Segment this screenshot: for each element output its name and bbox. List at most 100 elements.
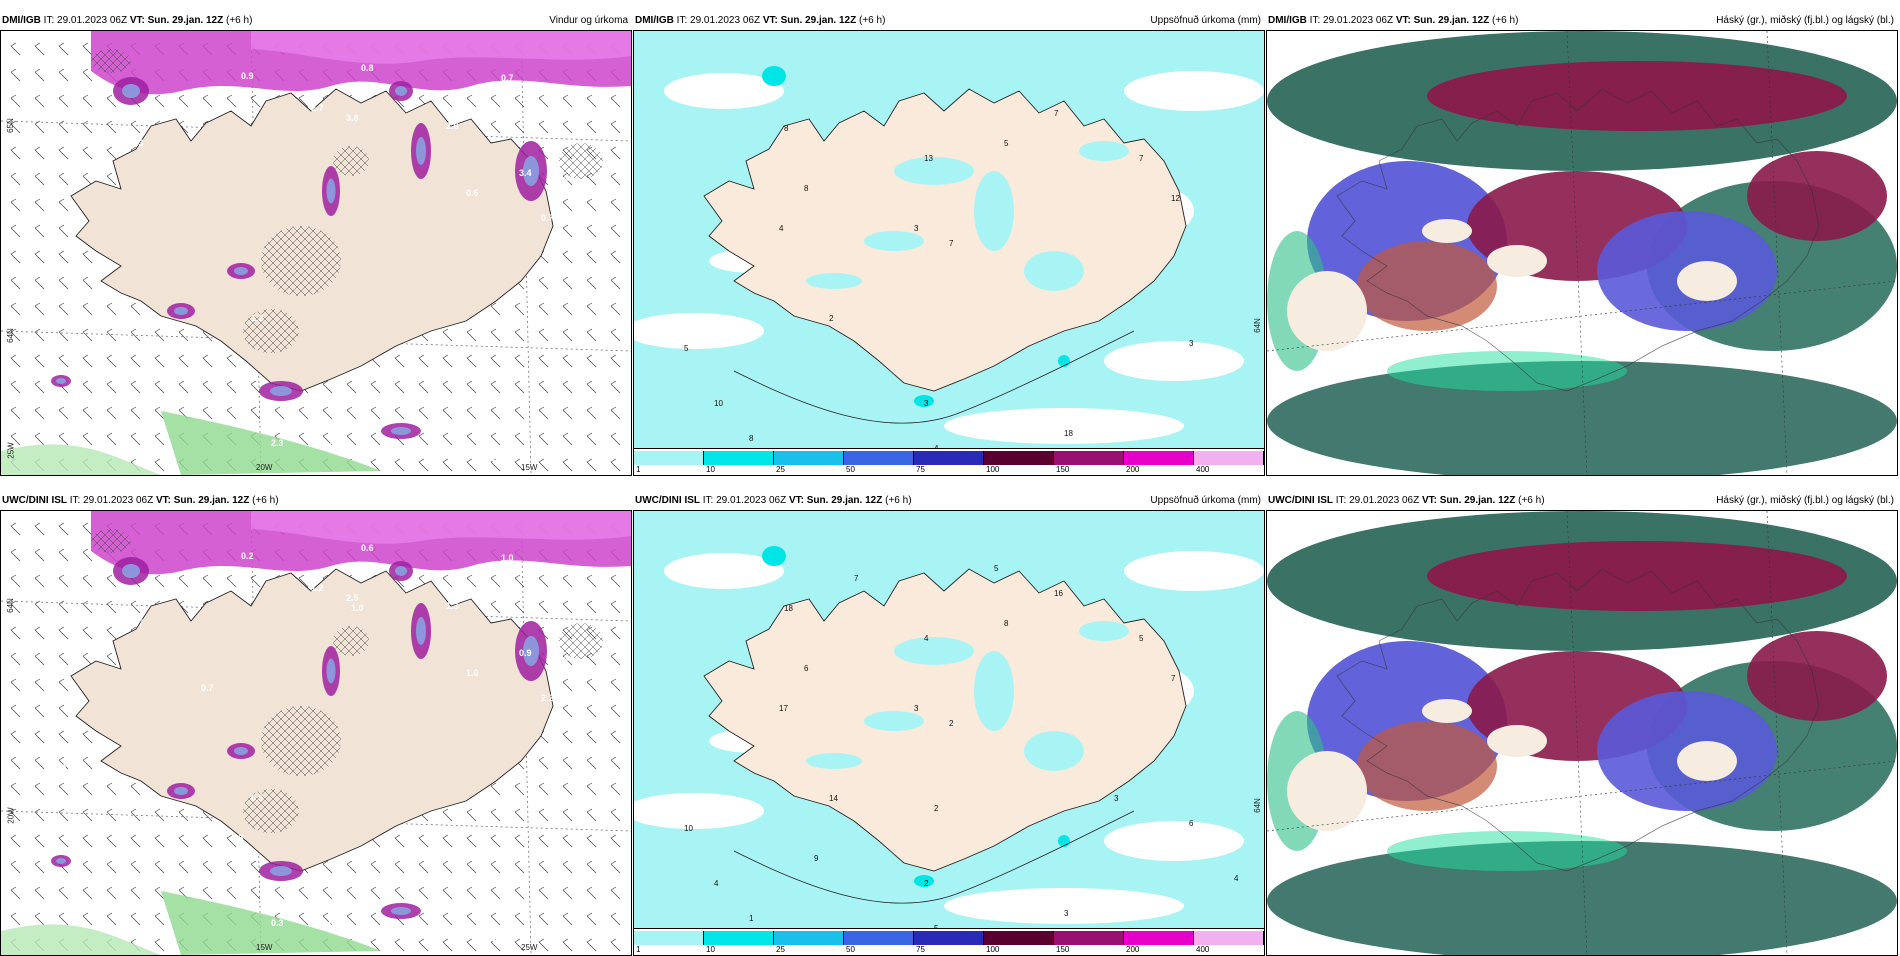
- wind-barb: [10, 328, 21, 342]
- wind-barb: [610, 860, 621, 874]
- colorbar-swatch: [634, 931, 704, 945]
- wind-precip-map: 0.9 0.8 0.7 2.7 3.8 2.8 1.4 3.4 3.4 0.6 0.7 1.2 1.3 2…: [1, 31, 631, 475]
- wind-barb: [10, 548, 21, 562]
- wind-barb: [562, 354, 573, 368]
- wind-barb: [250, 380, 261, 394]
- wind-barb: [322, 912, 333, 926]
- init-time: IT: 29.01.2023 06Z: [1309, 15, 1394, 26]
- wind-barb: [10, 626, 21, 640]
- precip-value: 0.3: [271, 918, 284, 928]
- wind-barb: [586, 406, 597, 420]
- wind-barb: [586, 860, 597, 874]
- panel-header: UWC/DINI ISL IT: 29.01.2023 06Z VT: Sun.…: [0, 492, 632, 510]
- wind-barb: [538, 120, 549, 134]
- wind-barb: [562, 912, 573, 926]
- precip-value: 2.7: [311, 103, 324, 113]
- wind-barb: [610, 704, 621, 718]
- precip-value: 3.4: [519, 168, 532, 178]
- wind-barb: [514, 328, 525, 342]
- precip-value: 5: [1139, 634, 1144, 643]
- wind-barb: [538, 756, 549, 770]
- wind-barb: [562, 302, 573, 316]
- precip-value: 1.0: [501, 553, 514, 563]
- valid-time: Sun. 29.jan. 12Z: [1413, 15, 1490, 26]
- wind-barb: [82, 756, 93, 770]
- model-source: UWC/DINI ISL: [635, 495, 700, 506]
- wind-barb: [154, 458, 165, 472]
- axis-label: 20W: [256, 463, 273, 472]
- wind-barb: [466, 574, 477, 588]
- panel-uwc-wind: UWC/DINI ISL IT: 29.01.2023 06Z VT: Sun.…: [0, 492, 632, 956]
- wind-barb: [82, 302, 93, 316]
- wind-barb: [58, 432, 69, 446]
- wind-barb: [490, 302, 501, 316]
- wind-barb: [538, 302, 549, 316]
- map-area: 1357128372510834183847110255075100150200…: [633, 30, 1265, 476]
- init-time: IT: 29.01.2023 06Z: [43, 15, 128, 26]
- colorbar-swatch: [844, 451, 914, 465]
- wind-barb: [610, 808, 621, 822]
- wind-barb: [34, 574, 45, 588]
- wind-barb: [34, 600, 45, 614]
- wind-barb: [154, 808, 165, 822]
- lead-time: (+6 h): [226, 15, 253, 26]
- wind-barb: [226, 94, 237, 108]
- wind-barb: [346, 432, 357, 446]
- cloud-layer-patch: [1357, 721, 1497, 811]
- wind-barb: [586, 432, 597, 446]
- panel-uwc-precip: UWC/DINI ISL IT: 29.01.2023 06Z VT: Sun.…: [633, 492, 1265, 956]
- wind-barb: [538, 912, 549, 926]
- wind-barb: [58, 574, 69, 588]
- wind-barb: [82, 548, 93, 562]
- precip-value: 0.5: [101, 903, 114, 913]
- wind-barb: [370, 886, 381, 900]
- wind-barb: [58, 704, 69, 718]
- precip-value: 0.9: [241, 71, 254, 81]
- precip-value: 2: [934, 804, 939, 813]
- cloud-layer-patch: [1387, 831, 1627, 871]
- wind-barb: [82, 68, 93, 82]
- wind-barb: [34, 834, 45, 848]
- wind-barb: [58, 782, 69, 796]
- wind-barb: [106, 432, 117, 446]
- wind-barb: [106, 860, 117, 874]
- axis-label: 15W: [521, 463, 538, 472]
- precip-value: 10: [684, 824, 693, 833]
- wind-barb: [490, 94, 501, 108]
- wind-barb: [514, 574, 525, 588]
- valid-label: VT:: [155, 495, 171, 506]
- precip-value: 10: [714, 399, 723, 408]
- wind-barb: [514, 458, 525, 472]
- wind-barb: [154, 912, 165, 926]
- wind-barb: [10, 42, 21, 56]
- wind-barb: [82, 574, 93, 588]
- colorbar-tick: 1: [636, 465, 641, 474]
- wind-barb: [154, 860, 165, 874]
- wind-barb: [82, 652, 93, 666]
- wind-barb: [226, 834, 237, 848]
- wind-barb: [106, 146, 117, 160]
- wind-barb: [178, 380, 189, 394]
- wind-barb: [58, 756, 69, 770]
- precip-value: 0.2: [241, 551, 254, 561]
- wind-barb: [586, 380, 597, 394]
- wind-barb: [418, 354, 429, 368]
- iceland-land: [703, 88, 1187, 392]
- wind-barb: [34, 224, 45, 238]
- wind-barb: [250, 406, 261, 420]
- wind-barb: [82, 834, 93, 848]
- wind-barb: [34, 432, 45, 446]
- wind-barb: [58, 834, 69, 848]
- wind-barb: [82, 250, 93, 264]
- axis-label: 15W: [256, 943, 273, 952]
- wind-barb: [106, 886, 117, 900]
- wind-barb: [10, 250, 21, 264]
- init-time: IT: 29.01.2023 06Z: [1335, 495, 1420, 506]
- model-source: DMI/IGB: [635, 15, 674, 26]
- wind-barb: [442, 808, 453, 822]
- wind-barb: [154, 406, 165, 420]
- wind-barb: [10, 276, 21, 290]
- wind-barb: [418, 406, 429, 420]
- wind-barb: [466, 458, 477, 472]
- precip-value: 2.2: [541, 693, 554, 703]
